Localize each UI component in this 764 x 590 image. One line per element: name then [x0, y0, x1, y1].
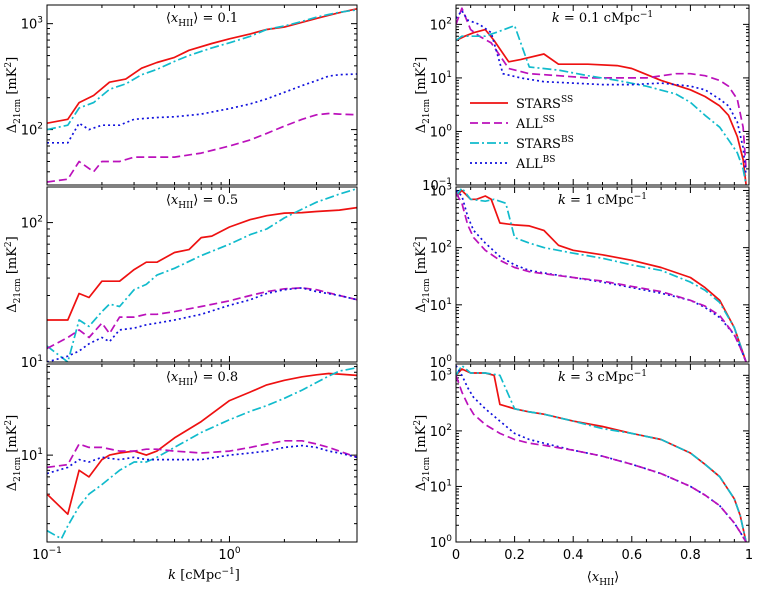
series-line-all-bs [47, 444, 357, 475]
right-xlabel: ⟨xHII⟩ [587, 570, 619, 588]
tick-label: 100 [430, 534, 453, 551]
left-xlabel: k [cMpc−1] [168, 567, 240, 583]
panel-frame [455, 186, 750, 363]
series-line-all-bs [47, 73, 357, 144]
panel-title: k = 0.1 cMpc−1 [552, 10, 653, 26]
panel-title: k = 3 cMpc−1 [558, 369, 647, 385]
series-line-stars-bs [47, 8, 357, 131]
tick-label: 103 [430, 182, 452, 199]
series-line-all-bs [47, 287, 357, 362]
panel-frame [46, 4, 358, 186]
series-group [456, 364, 747, 542]
y-axis-label: Δ21cm [mK2] [413, 415, 432, 491]
panel-title: ⟨xHII⟩ = 0.8 [166, 370, 238, 388]
legend-item-stars-bs: STARSBS [470, 135, 574, 152]
svg-text:Δ21cm [mK2]: Δ21cm [mK2] [413, 236, 432, 312]
panel-title: ⟨xHII⟩ = 0.5 [166, 193, 238, 211]
panel-1: 102 103 ⟨xHII⟩ = 0.1 Δ21cm [mK2] [4, 4, 358, 186]
panel-frame [46, 363, 358, 543]
tick-label: 102 [21, 215, 43, 232]
tick-label: 102 [430, 423, 452, 440]
tick-label: 103 [21, 16, 43, 33]
tick-label: 10−1 [422, 177, 452, 194]
tick-label: 0.8 [680, 548, 701, 563]
series-group [47, 366, 357, 540]
tick-label: 102 [430, 16, 452, 33]
series-line-all-ss [456, 375, 747, 542]
y-axis-label: Δ21cm [mK2] [413, 236, 432, 312]
series-line-stars-ss [47, 206, 357, 321]
panel-5: 100 101 102 103 k = 1 cMpc−1 Δ21cm [mK2] [413, 182, 750, 371]
tick-label: 10−1 [32, 546, 62, 563]
panel-2: 101 102 ⟨xHII⟩ = 0.5 Δ21cm [mK2] [4, 186, 358, 371]
panel-title: k = 1 cMpc−1 [558, 192, 647, 208]
tick-label: 0.2 [504, 548, 525, 563]
y-axis-label: Δ21cm [mK2] [4, 415, 23, 491]
svg-text:Δ21cm [mK2]: Δ21cm [mK2] [413, 57, 432, 133]
legend: STARSSS ALLSS STARSBS ALLBS [470, 95, 574, 172]
series-group [47, 187, 357, 362]
tick-label: 101 [430, 70, 452, 87]
series-line-all-ss [47, 287, 357, 350]
series-line-all-ss [47, 439, 357, 469]
panel-3: 101 10−1 100 ⟨xHII⟩ = 0.8 Δ21cm [mK2] [4, 363, 358, 563]
svg-text:⟨xHII⟩: ⟨xHII⟩ [587, 570, 619, 588]
series-line-all-ss [456, 192, 747, 362]
series-line-stars-ss [47, 372, 357, 516]
panel-frame [455, 363, 750, 543]
series-line-stars-bs [47, 187, 357, 362]
tick-label: 101 [430, 478, 452, 495]
series-line-all-bs [456, 9, 747, 176]
tick-label: 102 [430, 240, 452, 257]
series-line-all-ss [47, 112, 357, 183]
legend-item-all-bs: ALLBS [470, 155, 555, 172]
panel-6: 100 101 102 103 0 0.2 0.4 0.6 0.8 1 k = 3 cMpc−1 Δ2… [413, 363, 753, 563]
series-line-stars-ss [47, 7, 357, 125]
svg-text:Δ21cm [mK2]: Δ21cm [mK2] [4, 57, 23, 133]
series-group [456, 187, 747, 362]
series-line-stars-ss [456, 28, 747, 185]
y-axis-label: Δ21cm [mK2] [4, 236, 23, 312]
tick-label: 101 [430, 297, 452, 314]
svg-text:STARSBS: STARSBS [516, 135, 574, 152]
series-group [456, 7, 747, 185]
series-line-stars-ss [456, 189, 747, 362]
series-line-stars-bs [456, 24, 747, 185]
tick-label: 100 [430, 354, 453, 371]
tick-label: 0.6 [621, 548, 642, 563]
svg-text:STARSSS: STARSSS [516, 95, 573, 112]
series-line-stars-bs [456, 187, 747, 362]
tick-label: 103 [430, 367, 452, 384]
legend-item-all-ss: ALLSS [470, 115, 555, 132]
panel-title: ⟨xHII⟩ = 0.1 [166, 11, 238, 29]
legend-item-stars-ss: STARSSS [470, 95, 573, 112]
panel-frame [455, 4, 750, 186]
svg-text:ALLSS: ALLSS [515, 115, 555, 132]
tick-label: 102 [21, 122, 43, 139]
series-line-all-bs [456, 365, 747, 542]
svg-text:Δ21cm [mK2]: Δ21cm [mK2] [413, 415, 432, 491]
svg-text:k [cMpc−1]: k [cMpc−1] [168, 567, 240, 583]
tick-label: 101 [21, 354, 43, 371]
y-axis-label: Δ21cm [mK2] [413, 57, 432, 133]
svg-text:Δ21cm [mK2]: Δ21cm [mK2] [4, 415, 23, 491]
tick-label: 0 [452, 548, 460, 563]
tick-label: 1 [745, 548, 753, 563]
series-line-stars-bs [47, 366, 357, 540]
svg-text:Δ21cm [mK2]: Δ21cm [mK2] [4, 236, 23, 312]
tick-label: 100 [218, 546, 241, 563]
series-line-stars-bs [456, 364, 747, 542]
svg-text:ALLBS: ALLBS [515, 155, 555, 172]
tick-label: 101 [21, 447, 43, 464]
tick-label: 0.4 [563, 548, 584, 563]
tick-label: 100 [430, 123, 453, 140]
panel-frame [46, 186, 358, 363]
series-group [47, 7, 357, 183]
series-line-all-bs [456, 189, 747, 362]
panel-4: 10−1 100 101 102 k = 0.1 cMpc−1 Δ21cm [mK2] [413, 4, 750, 194]
y-axis-label: Δ21cm [mK2] [4, 57, 23, 133]
